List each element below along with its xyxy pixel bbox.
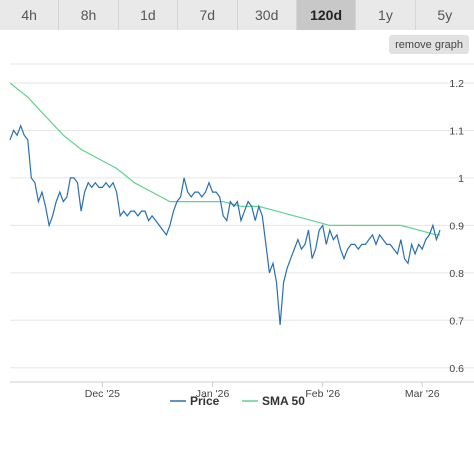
- tab-1y[interactable]: 1y: [356, 0, 416, 30]
- legend-price-label: Price: [190, 394, 220, 408]
- x-tick-label: Mar '26: [405, 388, 440, 400]
- y-tick-label: 1: [458, 173, 464, 185]
- price-series-line: [9, 123, 441, 326]
- y-tick-label: 1.2: [449, 78, 464, 90]
- tab-4h[interactable]: 4h: [0, 0, 60, 30]
- y-tick-label: 0.9: [449, 220, 464, 232]
- sma-50-series-line: [9, 82, 440, 236]
- tab-30d[interactable]: 30d: [238, 0, 297, 30]
- x-tick-label: Dec '25: [85, 388, 120, 400]
- x-tick-label: Feb '26: [305, 388, 340, 400]
- tab-7d[interactable]: 7d: [178, 0, 238, 30]
- y-axis-ticks: 0.6 0.7 0.8 0.9 1 1.1 1.2: [449, 78, 464, 375]
- y-tick-label: 0.8: [449, 268, 464, 280]
- remove-graph-button[interactable]: remove graph: [389, 35, 469, 54]
- chart-grid: [10, 63, 474, 383]
- tab-120d[interactable]: 120d: [296, 0, 357, 30]
- tab-5y[interactable]: 5y: [437, 7, 453, 23]
- y-tick-label: 1.1: [449, 125, 464, 137]
- chart-legend: Price SMA 50: [170, 394, 305, 408]
- y-tick-label: 0.7: [449, 315, 464, 327]
- x-tick-label: Jan '26: [196, 388, 230, 400]
- tab-8h[interactable]: 8h: [59, 0, 119, 30]
- tab-1d[interactable]: 1d: [119, 0, 179, 30]
- legend-sma-label: SMA 50: [262, 394, 305, 408]
- range-tab-bar: 4h 8h 1d 7d 30d 120d 1y 5y: [0, 0, 474, 30]
- y-tick-label: 0.6: [449, 363, 464, 375]
- x-axis-ticks: Dec '25 Jan '26 Feb '26 Mar '26: [85, 382, 440, 400]
